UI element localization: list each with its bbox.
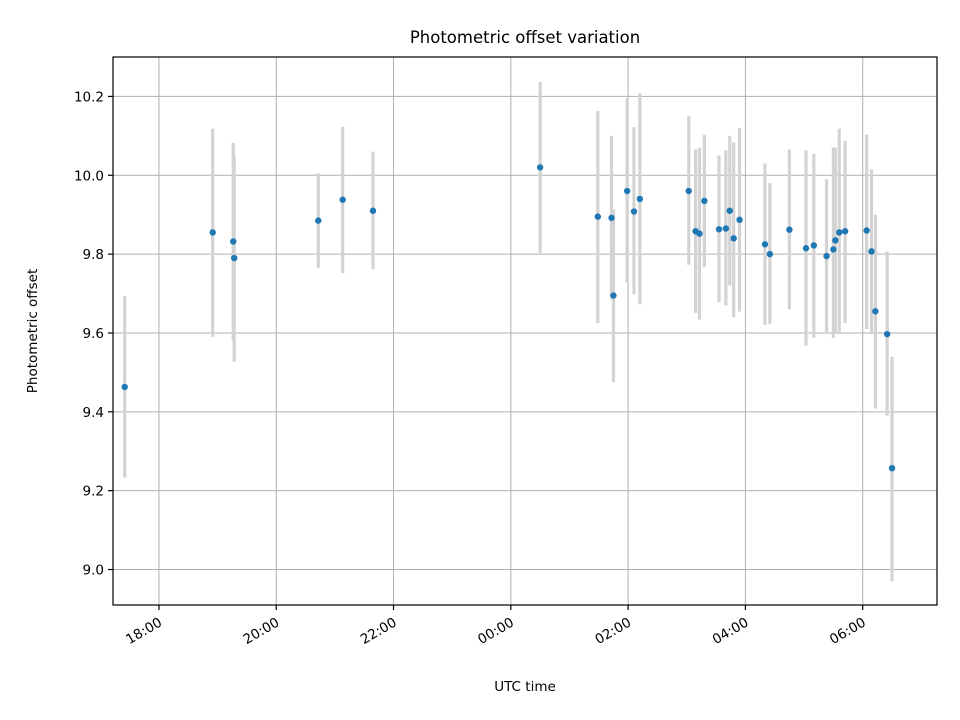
data-points — [121, 164, 896, 472]
y-tick-label: 9.8 — [83, 247, 104, 263]
data-point — [701, 197, 708, 205]
data-point — [823, 252, 830, 260]
data-point — [315, 217, 322, 224]
y-tick-label: 10.2 — [74, 89, 104, 105]
data-point — [810, 242, 818, 249]
axis-ticks: 18:00 20:00 22:00 00:00 02:00 04:00 06:00 9.0 9.… — [74, 89, 869, 647]
data-point — [636, 195, 644, 203]
data-point — [832, 237, 839, 244]
data-point — [730, 235, 737, 242]
data-point — [630, 208, 638, 215]
chart-title: Photometric offset variation — [410, 28, 640, 47]
data-point — [863, 227, 870, 234]
error-bars — [123, 81, 894, 582]
data-point — [209, 229, 216, 236]
data-point — [830, 246, 837, 253]
plot-frame — [112, 56, 938, 606]
x-tick-label: 00:00 — [475, 615, 517, 648]
data-point — [608, 214, 615, 222]
data-point — [888, 464, 896, 472]
x-tick-label: 06:00 — [827, 615, 869, 648]
data-point — [766, 250, 774, 258]
y-tick-label: 9.2 — [83, 484, 104, 500]
data-point — [836, 229, 843, 236]
x-axis-label: UTC time — [494, 679, 556, 695]
y-axis-label: Photometric offset — [25, 269, 41, 393]
data-point — [594, 213, 602, 220]
data-point — [722, 225, 730, 232]
data-point — [121, 383, 128, 391]
data-point — [623, 187, 631, 195]
x-tick-label: 22:00 — [358, 615, 400, 648]
data-point — [802, 245, 810, 252]
data-point — [715, 226, 723, 233]
data-point — [696, 230, 703, 237]
grid — [113, 57, 937, 605]
data-point — [736, 216, 743, 224]
data-point — [610, 292, 617, 299]
data-point — [761, 241, 769, 248]
data-point — [726, 207, 733, 214]
data-point — [883, 330, 891, 338]
data-point — [536, 164, 544, 171]
data-point — [230, 238, 237, 245]
y-tick-label: 9.6 — [83, 326, 104, 342]
data-point — [868, 248, 875, 255]
y-tick-label: 10.0 — [74, 168, 104, 184]
y-tick-label: 9.4 — [83, 405, 104, 421]
data-point — [841, 228, 849, 235]
data-point — [369, 207, 377, 214]
data-point — [339, 196, 346, 203]
data-point — [685, 187, 692, 195]
data-point — [231, 254, 238, 262]
x-tick-label: 20:00 — [241, 615, 283, 648]
data-point — [872, 308, 879, 315]
data-point — [786, 226, 793, 233]
x-tick-label: 02:00 — [592, 615, 634, 648]
y-tick-label: 9.0 — [83, 563, 104, 579]
x-tick-label: 04:00 — [710, 615, 752, 648]
x-tick-label: 18:00 — [123, 615, 165, 648]
